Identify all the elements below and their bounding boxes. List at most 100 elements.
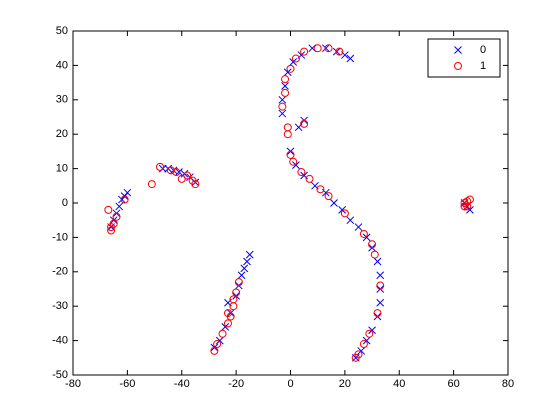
point bbox=[234, 278, 243, 287]
point bbox=[324, 44, 333, 53]
point bbox=[365, 329, 374, 338]
point bbox=[373, 257, 382, 266]
point bbox=[281, 75, 290, 84]
y-tick-label: 0 bbox=[62, 197, 68, 209]
point bbox=[223, 319, 232, 328]
legend-marker bbox=[454, 46, 462, 54]
point bbox=[335, 47, 344, 56]
point bbox=[362, 233, 371, 242]
x-tick-label: 80 bbox=[502, 378, 514, 390]
point bbox=[289, 58, 298, 66]
point bbox=[300, 119, 309, 128]
point bbox=[330, 199, 338, 207]
point bbox=[286, 150, 295, 159]
point bbox=[175, 168, 183, 176]
point bbox=[376, 271, 385, 280]
x-tick-label: -80 bbox=[65, 378, 81, 390]
legend-label: 0 bbox=[480, 44, 486, 56]
point bbox=[376, 281, 385, 290]
point bbox=[292, 161, 300, 170]
plot-area bbox=[72, 30, 509, 376]
point bbox=[147, 180, 156, 189]
x-tick-label: -40 bbox=[174, 378, 190, 390]
point bbox=[340, 209, 349, 218]
point bbox=[278, 109, 287, 118]
point bbox=[245, 250, 254, 259]
point bbox=[368, 326, 376, 335]
point bbox=[281, 88, 290, 97]
point bbox=[357, 347, 366, 355]
point bbox=[351, 353, 360, 362]
x-tick-label: -60 bbox=[119, 378, 135, 390]
point bbox=[463, 202, 472, 211]
point bbox=[123, 188, 132, 197]
legend-marker bbox=[454, 62, 462, 70]
point bbox=[283, 68, 292, 77]
point bbox=[107, 226, 116, 235]
point bbox=[354, 223, 363, 231]
point bbox=[215, 336, 224, 345]
y-tick-label: 10 bbox=[56, 163, 68, 175]
point bbox=[286, 64, 295, 73]
point bbox=[373, 309, 382, 318]
point bbox=[321, 44, 330, 53]
point bbox=[305, 174, 314, 183]
point bbox=[191, 180, 200, 189]
point bbox=[232, 288, 241, 297]
legend-label: 1 bbox=[480, 60, 486, 72]
x-tick-label: 60 bbox=[448, 378, 460, 390]
point bbox=[376, 298, 385, 307]
point bbox=[229, 295, 238, 304]
point bbox=[172, 168, 181, 177]
point bbox=[243, 257, 251, 266]
y-tick-label: 30 bbox=[56, 94, 68, 106]
point bbox=[115, 202, 124, 211]
point bbox=[278, 102, 287, 111]
y-tick-label: 40 bbox=[56, 59, 68, 71]
point bbox=[346, 54, 355, 63]
y-tick-label: -10 bbox=[52, 231, 68, 243]
point bbox=[109, 219, 118, 228]
point bbox=[283, 130, 292, 139]
point bbox=[120, 195, 129, 204]
y-tick-label: -40 bbox=[52, 335, 68, 347]
point bbox=[210, 346, 219, 355]
point bbox=[183, 171, 192, 180]
point bbox=[324, 192, 333, 201]
point bbox=[118, 195, 126, 204]
point bbox=[346, 216, 355, 225]
point bbox=[240, 264, 249, 273]
legend-box bbox=[427, 38, 501, 78]
point bbox=[213, 340, 222, 349]
x-tick-label: 0 bbox=[287, 378, 293, 390]
y-tick-label: 20 bbox=[56, 128, 68, 140]
point bbox=[463, 197, 472, 206]
x-tick-label: 40 bbox=[393, 378, 405, 390]
point bbox=[237, 271, 246, 280]
point bbox=[313, 44, 322, 53]
point bbox=[221, 322, 230, 331]
point bbox=[218, 329, 227, 338]
point bbox=[368, 240, 377, 249]
point bbox=[300, 47, 309, 56]
point bbox=[112, 212, 121, 221]
point bbox=[297, 168, 306, 177]
y-tick-label: 50 bbox=[56, 25, 68, 37]
point bbox=[370, 250, 379, 259]
point bbox=[359, 229, 368, 238]
point bbox=[338, 206, 347, 214]
y-tick-label: -30 bbox=[52, 300, 68, 312]
point bbox=[278, 95, 287, 104]
point bbox=[156, 162, 164, 171]
x-tick-label: 20 bbox=[339, 378, 351, 390]
point bbox=[359, 340, 368, 349]
point bbox=[362, 336, 371, 345]
point bbox=[166, 166, 175, 175]
point bbox=[332, 47, 341, 56]
y-tick-label: -50 bbox=[52, 369, 68, 381]
point bbox=[291, 54, 300, 63]
point bbox=[223, 309, 232, 318]
point bbox=[104, 205, 113, 214]
y-tick-label: -20 bbox=[52, 266, 68, 278]
